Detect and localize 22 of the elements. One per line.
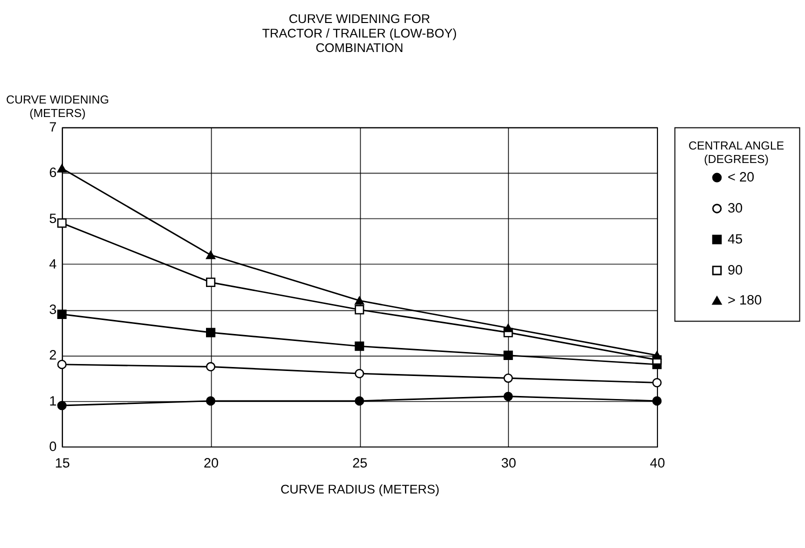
y-tick-label: 1	[49, 393, 57, 408]
x-tick-label: 40	[650, 455, 665, 470]
y-tick-label: 7	[49, 120, 57, 135]
legend-label: 90	[728, 262, 743, 278]
y-tick-label: 4	[49, 256, 58, 272]
chart-title: CURVE WIDENING FOR TRACTOR / TRAILER (LOW-BOY) COMBINATION	[262, 12, 457, 55]
y-tick-label: 0	[49, 438, 57, 454]
x-axis-title: CURVE RADIUS (METERS)	[280, 482, 440, 496]
y-tick-label: 2	[49, 348, 57, 363]
legend-label: 45	[728, 231, 743, 246]
y-tick-label: 6	[49, 165, 57, 180]
x-tick-label: 20	[204, 455, 219, 470]
legend-title: CENTRAL ANGLE (DEGREES)	[688, 140, 784, 166]
x-tick-label: 25	[352, 455, 368, 470]
y-tick-label: 3	[49, 302, 57, 318]
y-axis-title: CURVE WIDENING (METERS)	[6, 94, 110, 120]
x-tick-label: 15	[54, 455, 70, 470]
legend-label: 30	[728, 200, 743, 216]
legend-label: > 180	[728, 292, 762, 308]
x-tick-label: 30	[501, 455, 516, 470]
y-tick-label: 5	[49, 210, 57, 226]
legend-label: < 20	[728, 169, 754, 184]
